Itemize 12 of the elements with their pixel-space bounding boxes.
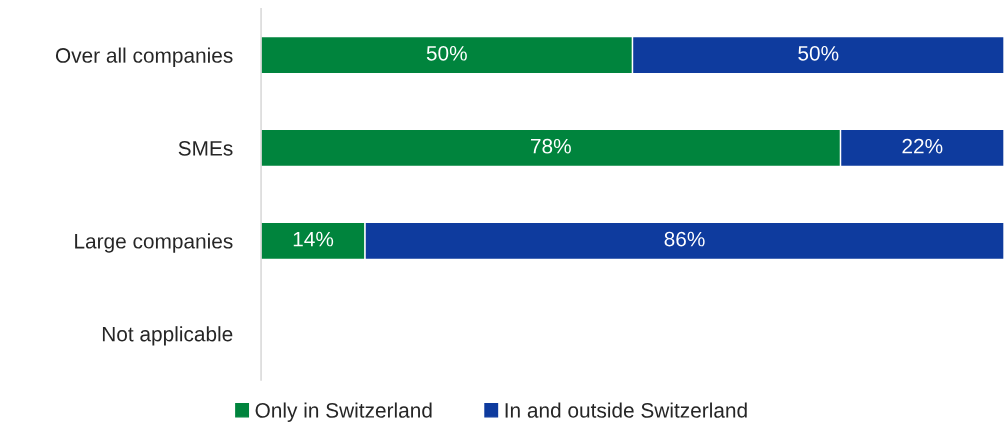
data-label: 22%: [902, 138, 943, 154]
y-tick-label: Over all companies: [55, 47, 233, 67]
y-tick-label: Not applicable: [102, 326, 233, 346]
y-tick-label: SMEs: [178, 140, 233, 156]
legend-label: Only in Switzerland: [255, 402, 432, 422]
legend-label: In and outside Switzerland: [505, 402, 747, 418]
y-tick-label: Large companies: [75, 233, 233, 253]
data-label: 50%: [426, 45, 467, 61]
data-label: 14%: [293, 231, 334, 247]
data-label: 86%: [664, 231, 705, 247]
data-label: 78%: [531, 138, 571, 154]
data-label: 50%: [798, 45, 839, 61]
